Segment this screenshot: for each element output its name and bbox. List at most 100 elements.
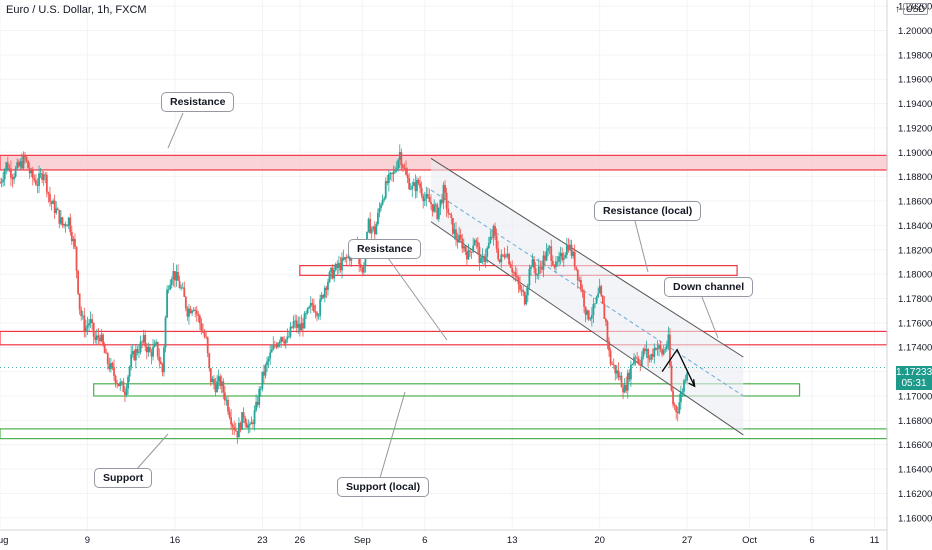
candle-body — [459, 235, 462, 239]
callout-leader-3 — [701, 296, 719, 339]
candle-body — [297, 324, 300, 328]
candle-body — [131, 351, 134, 355]
candle-body — [92, 322, 95, 337]
candle-body — [108, 363, 111, 370]
candle-body — [61, 217, 64, 226]
candle-body — [442, 184, 445, 203]
candle-body — [223, 392, 226, 401]
x-tick-label: 26 — [295, 535, 306, 546]
candle-body — [431, 204, 434, 212]
candle-body — [5, 162, 8, 171]
candle-body — [194, 309, 197, 311]
candle-body — [453, 229, 456, 234]
callout-support-local[interactable]: Support (local) — [337, 477, 430, 497]
candle-body — [286, 336, 289, 340]
candle-body — [492, 226, 495, 238]
candle-body — [400, 152, 403, 165]
candle-body — [437, 207, 440, 219]
candle-body — [555, 261, 557, 268]
candle-body — [619, 375, 621, 378]
candle-body — [111, 363, 114, 368]
candle-body — [506, 254, 509, 257]
candle-body — [531, 259, 534, 267]
callout-resistance[interactable]: Resistance — [161, 92, 235, 112]
price-axis[interactable]: 1.20200 1.20000 1.19800 1.19600 1.19400 1.192… — [898, 2, 932, 525]
currency-menu[interactable]: ↑ USD — [895, 3, 928, 15]
candle-body — [122, 381, 125, 393]
candle-body — [606, 321, 609, 342]
candle-body — [503, 254, 506, 258]
candle-body — [219, 376, 222, 386]
candle-body — [495, 235, 498, 249]
candle-body — [372, 226, 375, 229]
callout-resistance-local[interactable]: Resistance (local) — [594, 201, 702, 221]
candle-body — [80, 309, 83, 317]
candle-body — [239, 423, 242, 430]
callout-leader-0 — [167, 112, 184, 149]
candle-body — [683, 380, 685, 392]
candle-body — [408, 177, 411, 190]
candle-body — [670, 365, 673, 391]
candle-body — [316, 312, 318, 316]
candle-body — [389, 172, 392, 175]
candle-body — [422, 195, 425, 202]
candle-body — [590, 315, 593, 319]
candle-body — [89, 319, 92, 324]
callout-down-channel[interactable]: Down channel — [664, 277, 754, 297]
candle-body — [484, 256, 487, 262]
candle-body — [373, 226, 376, 235]
candle-body — [569, 244, 571, 251]
candle-body — [444, 184, 446, 193]
candle-body — [164, 317, 167, 348]
candle-body — [369, 219, 372, 234]
candle-body — [375, 224, 378, 235]
candle-body — [603, 303, 606, 319]
candle-body — [466, 251, 468, 260]
candle-body — [647, 349, 649, 359]
candle-body — [469, 250, 471, 252]
candle-body — [178, 280, 181, 289]
candle-body — [430, 202, 432, 205]
candle-body — [386, 181, 389, 184]
y-tick-label: 1.18400 — [898, 221, 932, 232]
callout-support[interactable]: Support — [94, 468, 153, 488]
candle-body — [166, 289, 168, 318]
candle-body — [205, 336, 208, 338]
candle-body — [3, 170, 6, 180]
candle-body — [138, 352, 140, 353]
candle-body — [248, 424, 251, 426]
candle-body — [612, 364, 615, 366]
y-tick-label: 1.19400 — [898, 99, 932, 110]
candle-body — [489, 236, 492, 244]
candle-body — [191, 310, 193, 314]
candle-body — [145, 346, 148, 353]
candle-body — [478, 246, 481, 263]
candle-body — [639, 363, 642, 366]
candle-body — [216, 381, 218, 393]
candle-body — [629, 364, 632, 380]
y-tick-label: 1.16200 — [898, 489, 932, 500]
candle-body — [598, 286, 601, 294]
candle-body — [481, 255, 484, 258]
y-tick-label: 1.17400 — [898, 343, 932, 354]
candle-body — [462, 246, 465, 249]
candle-body — [548, 246, 551, 249]
candle-body — [308, 306, 311, 309]
candle-body — [114, 375, 117, 384]
time-axis[interactable]: Aug 9 16 23 26 Sep 6 13 20 27 Oct 6 11 — [0, 535, 879, 546]
candle-body — [20, 161, 23, 169]
candle-body — [238, 423, 240, 438]
candle-body — [684, 380, 687, 382]
candle-body — [55, 208, 58, 213]
candle-body — [348, 256, 351, 261]
candle-body — [686, 372, 689, 381]
candle-body — [273, 344, 276, 346]
x-tick-label: 20 — [594, 535, 605, 546]
candle-body — [25, 157, 28, 161]
candle-body — [189, 308, 192, 314]
candle-body — [41, 173, 44, 180]
candle-body — [139, 341, 142, 353]
callout-resistance-mid[interactable]: Resistance — [348, 239, 422, 259]
candle-body — [378, 208, 381, 213]
